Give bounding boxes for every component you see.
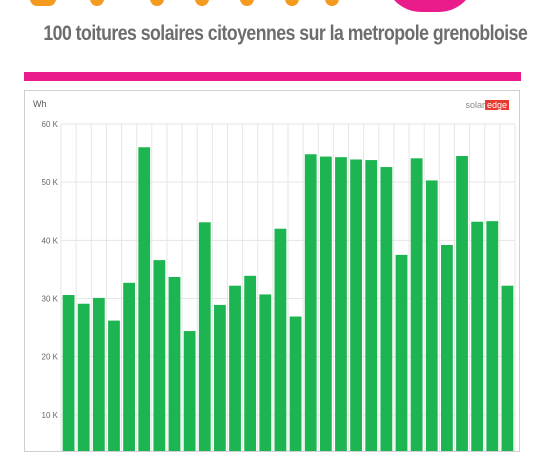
bar [213,304,226,451]
solaredge-logo: solar edge [465,100,509,110]
bar-chart: 10 K 20 K 30 K 40 K 50 K 60 K [42,120,516,451]
y-tick-label: 50 K [42,178,59,187]
bar [456,155,468,451]
bar [410,158,423,451]
y-tick-label: 60 K [42,120,59,129]
header: 100 toitures solaires citoyennes sur la … [0,0,542,70]
bar [274,228,287,451]
tick-labels: 10 K 20 K 30 K 40 K 50 K 60 K [42,120,59,420]
chart-panel: Wh solar edge 10 K 20 K 30 K 40 K 50 K 60 K [24,90,520,452]
bar [108,320,120,451]
bar [229,285,241,451]
bar [92,297,105,451]
y-tick-label: 10 K [42,411,59,420]
bar [335,157,347,451]
bar-layer [62,147,514,451]
logo-wordmark [30,0,360,12]
bar [259,294,272,451]
bar [501,285,514,451]
divider-bar [24,72,521,81]
bar [138,147,151,451]
grid-layer [60,123,516,451]
bar [486,221,499,451]
bar [62,295,75,451]
page-subtitle: 100 toitures solaires citoyennes sur la … [43,22,528,45]
bar [123,282,136,451]
y-tick-label: 30 K [42,295,59,304]
bar [440,244,453,451]
bar [425,180,438,451]
logo-circle [385,0,475,12]
bar [365,160,378,451]
bar [289,316,302,451]
bar [380,167,393,451]
y-tick-label: 20 K [42,353,59,362]
bar [153,260,166,451]
bar [183,331,196,451]
bar [319,156,332,451]
bar [168,276,181,451]
bar [244,275,257,451]
y-tick-label: 40 K [42,236,59,245]
bar [304,154,317,451]
y-axis-unit: Wh [33,99,47,109]
bar [77,303,90,451]
bar [350,159,363,451]
bar [198,222,211,451]
bar [395,254,408,451]
bar [471,221,484,451]
